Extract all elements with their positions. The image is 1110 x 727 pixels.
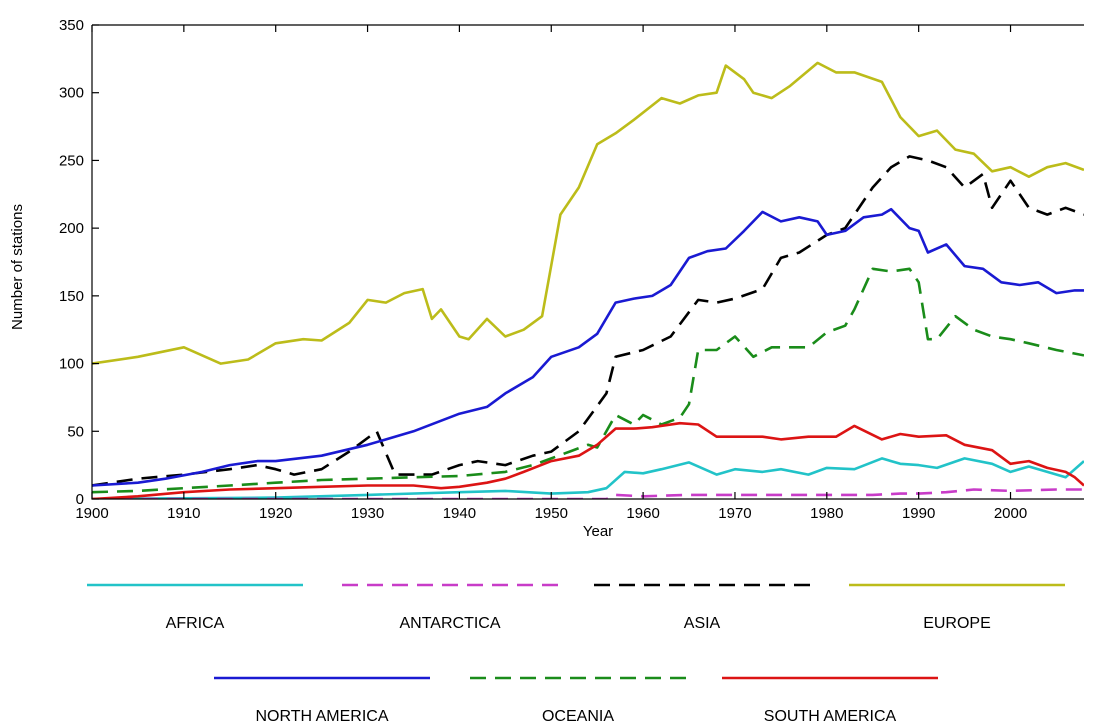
y-tick-label: 250: [59, 152, 84, 169]
series-line-antarctica: [92, 488, 1084, 499]
x-tick-label: 1930: [351, 505, 384, 522]
series-line-south-america: [92, 421, 1084, 499]
legend-label-south-america: SOUTH AMERICA: [764, 708, 897, 725]
legend-label-north-america: NORTH AMERICA: [255, 708, 388, 725]
x-tick-label: 1900: [75, 505, 108, 522]
x-tick-label: 2000: [994, 505, 1027, 522]
series-line-europe: [92, 61, 1084, 365]
x-tick-label: 1970: [718, 505, 751, 522]
x-tick-label: 1950: [535, 505, 568, 522]
y-tick-label: 150: [59, 288, 84, 305]
legend-label-antarctica: ANTARCTICA: [399, 615, 500, 632]
x-tick-label: 1940: [443, 505, 476, 522]
legend-label-oceania: OCEANIA: [542, 708, 614, 725]
legend-label-europe: EUROPE: [923, 615, 991, 632]
x-tick-label: 1910: [167, 505, 200, 522]
x-axis-title: Year: [583, 523, 613, 540]
series-line-africa: [92, 457, 1084, 499]
axes-frame: [91, 25, 1084, 500]
series-line-oceania: [92, 267, 1084, 494]
y-tick-label: 200: [59, 220, 84, 237]
y-tick-label: 300: [59, 85, 84, 102]
x-tick-label: 1960: [626, 505, 659, 522]
y-tick-label: 100: [59, 356, 84, 373]
series-line-asia: [92, 155, 1084, 487]
legend: AFRICA ANTARCTICA ASIA EUROPE NORTH AMERICA O…: [87, 583, 1065, 725]
plot-lines: [92, 61, 1084, 499]
axes: 1900 1910 1920 1930 1940 1950 1960 1970 1980 1990…: [59, 17, 1084, 522]
x-tick-label: 1920: [259, 505, 292, 522]
y-tick-label: 0: [76, 491, 84, 508]
y-axis-title: Number of stations: [9, 204, 26, 330]
x-tick-label: 1980: [810, 505, 843, 522]
legend-label-asia: ASIA: [684, 615, 721, 632]
series-line-north-america: [92, 207, 1084, 487]
y-tick-label: 50: [67, 423, 84, 440]
legend-label-africa: AFRICA: [166, 615, 225, 632]
y-tick-label: 350: [59, 17, 84, 34]
x-tick-label: 1990: [902, 505, 935, 522]
